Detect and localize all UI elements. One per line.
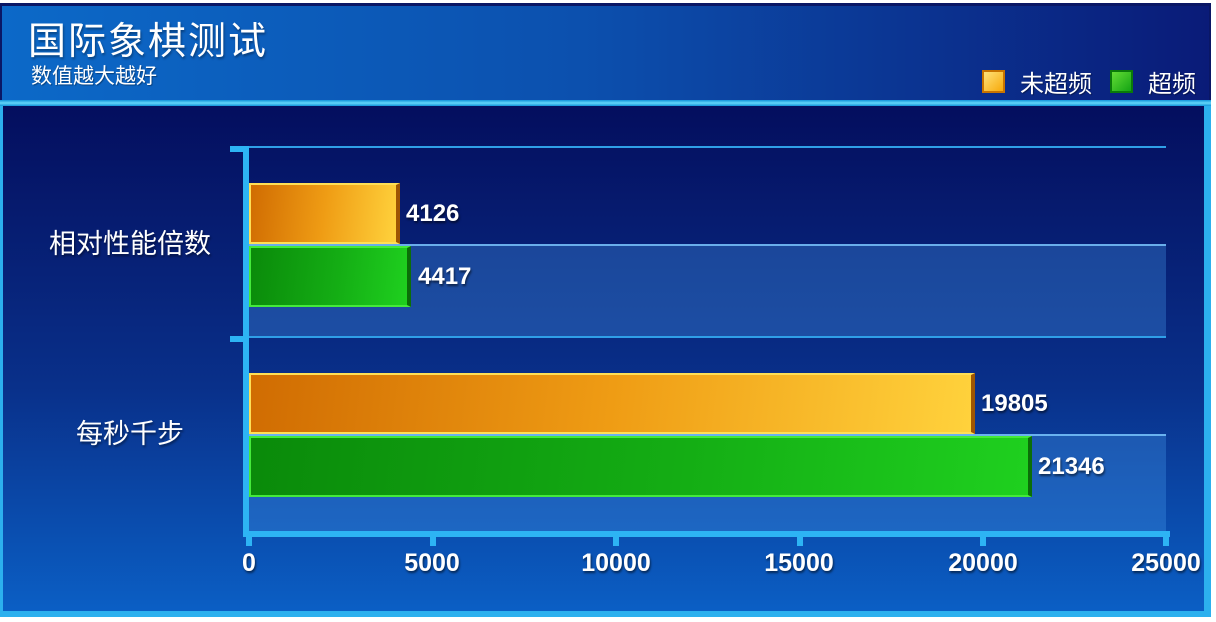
x-tick-label-5000: 5000: [404, 549, 460, 577]
category-label-2: 每秒千步: [76, 419, 184, 449]
legend-swatch-stock-icon: [982, 70, 1005, 93]
header-separator: [0, 100, 1211, 106]
x-tick-label-20000: 20000: [948, 549, 1018, 577]
x-tick-25000: [1163, 537, 1169, 546]
y-axis-tick-middle: [230, 336, 244, 342]
legend-label-stock: 未超频: [1020, 71, 1092, 98]
chart-border-bottom: [0, 611, 1211, 617]
x-tick-label-15000: 15000: [764, 549, 834, 577]
y-axis: [243, 146, 249, 536]
legend-label-oc: 超频: [1148, 71, 1196, 98]
chart-subtitle: 数值越大越好: [31, 65, 157, 88]
legend-item-stock: 未超频: [982, 64, 1092, 99]
x-axis: [243, 531, 1170, 537]
chart-panel: 国际象棋测试 数值越大越好 未超频 超频: [0, 3, 1211, 617]
chart-border-right: [1204, 106, 1211, 617]
x-tick-label-25000: 25000: [1131, 549, 1201, 577]
bar-stock-category1: [249, 183, 400, 244]
x-tick-0: [246, 537, 252, 546]
chart-header: 国际象棋测试 数值越大越好 未超频 超频: [2, 6, 1209, 100]
plot-area: 4126 4417 19805 21346 相对性能倍数 每秒千步 0 5000…: [0, 106, 1211, 617]
x-tick-15000: [797, 537, 803, 546]
gridline-top: [249, 146, 1166, 148]
x-tick-20000: [980, 537, 986, 546]
value-label-stock-category1: 4126: [406, 200, 460, 227]
y-axis-tick-top: [230, 146, 244, 152]
value-label-oc-category2: 21346: [1038, 453, 1105, 480]
chart-legend: 未超频 超频: [982, 64, 1196, 99]
bar-oc-category2: [249, 436, 1032, 497]
x-tick-5000: [430, 537, 436, 546]
bar-stock-category2: [249, 373, 975, 434]
gridline-middle: [249, 336, 1166, 338]
legend-item-oc: 超频: [1110, 64, 1196, 99]
bar-oc-category1: [249, 246, 411, 307]
legend-swatch-oc-icon: [1110, 70, 1133, 93]
chart-title: 国际象棋测试: [28, 21, 269, 63]
x-tick-10000: [613, 537, 619, 546]
value-label-oc-category1: 4417: [418, 263, 472, 290]
value-label-stock-category2: 19805: [981, 390, 1048, 417]
chart-border-left: [0, 106, 3, 617]
category-label-1: 相对性能倍数: [49, 229, 211, 259]
x-tick-label-10000: 10000: [581, 549, 651, 577]
x-tick-label-0: 0: [242, 549, 256, 577]
